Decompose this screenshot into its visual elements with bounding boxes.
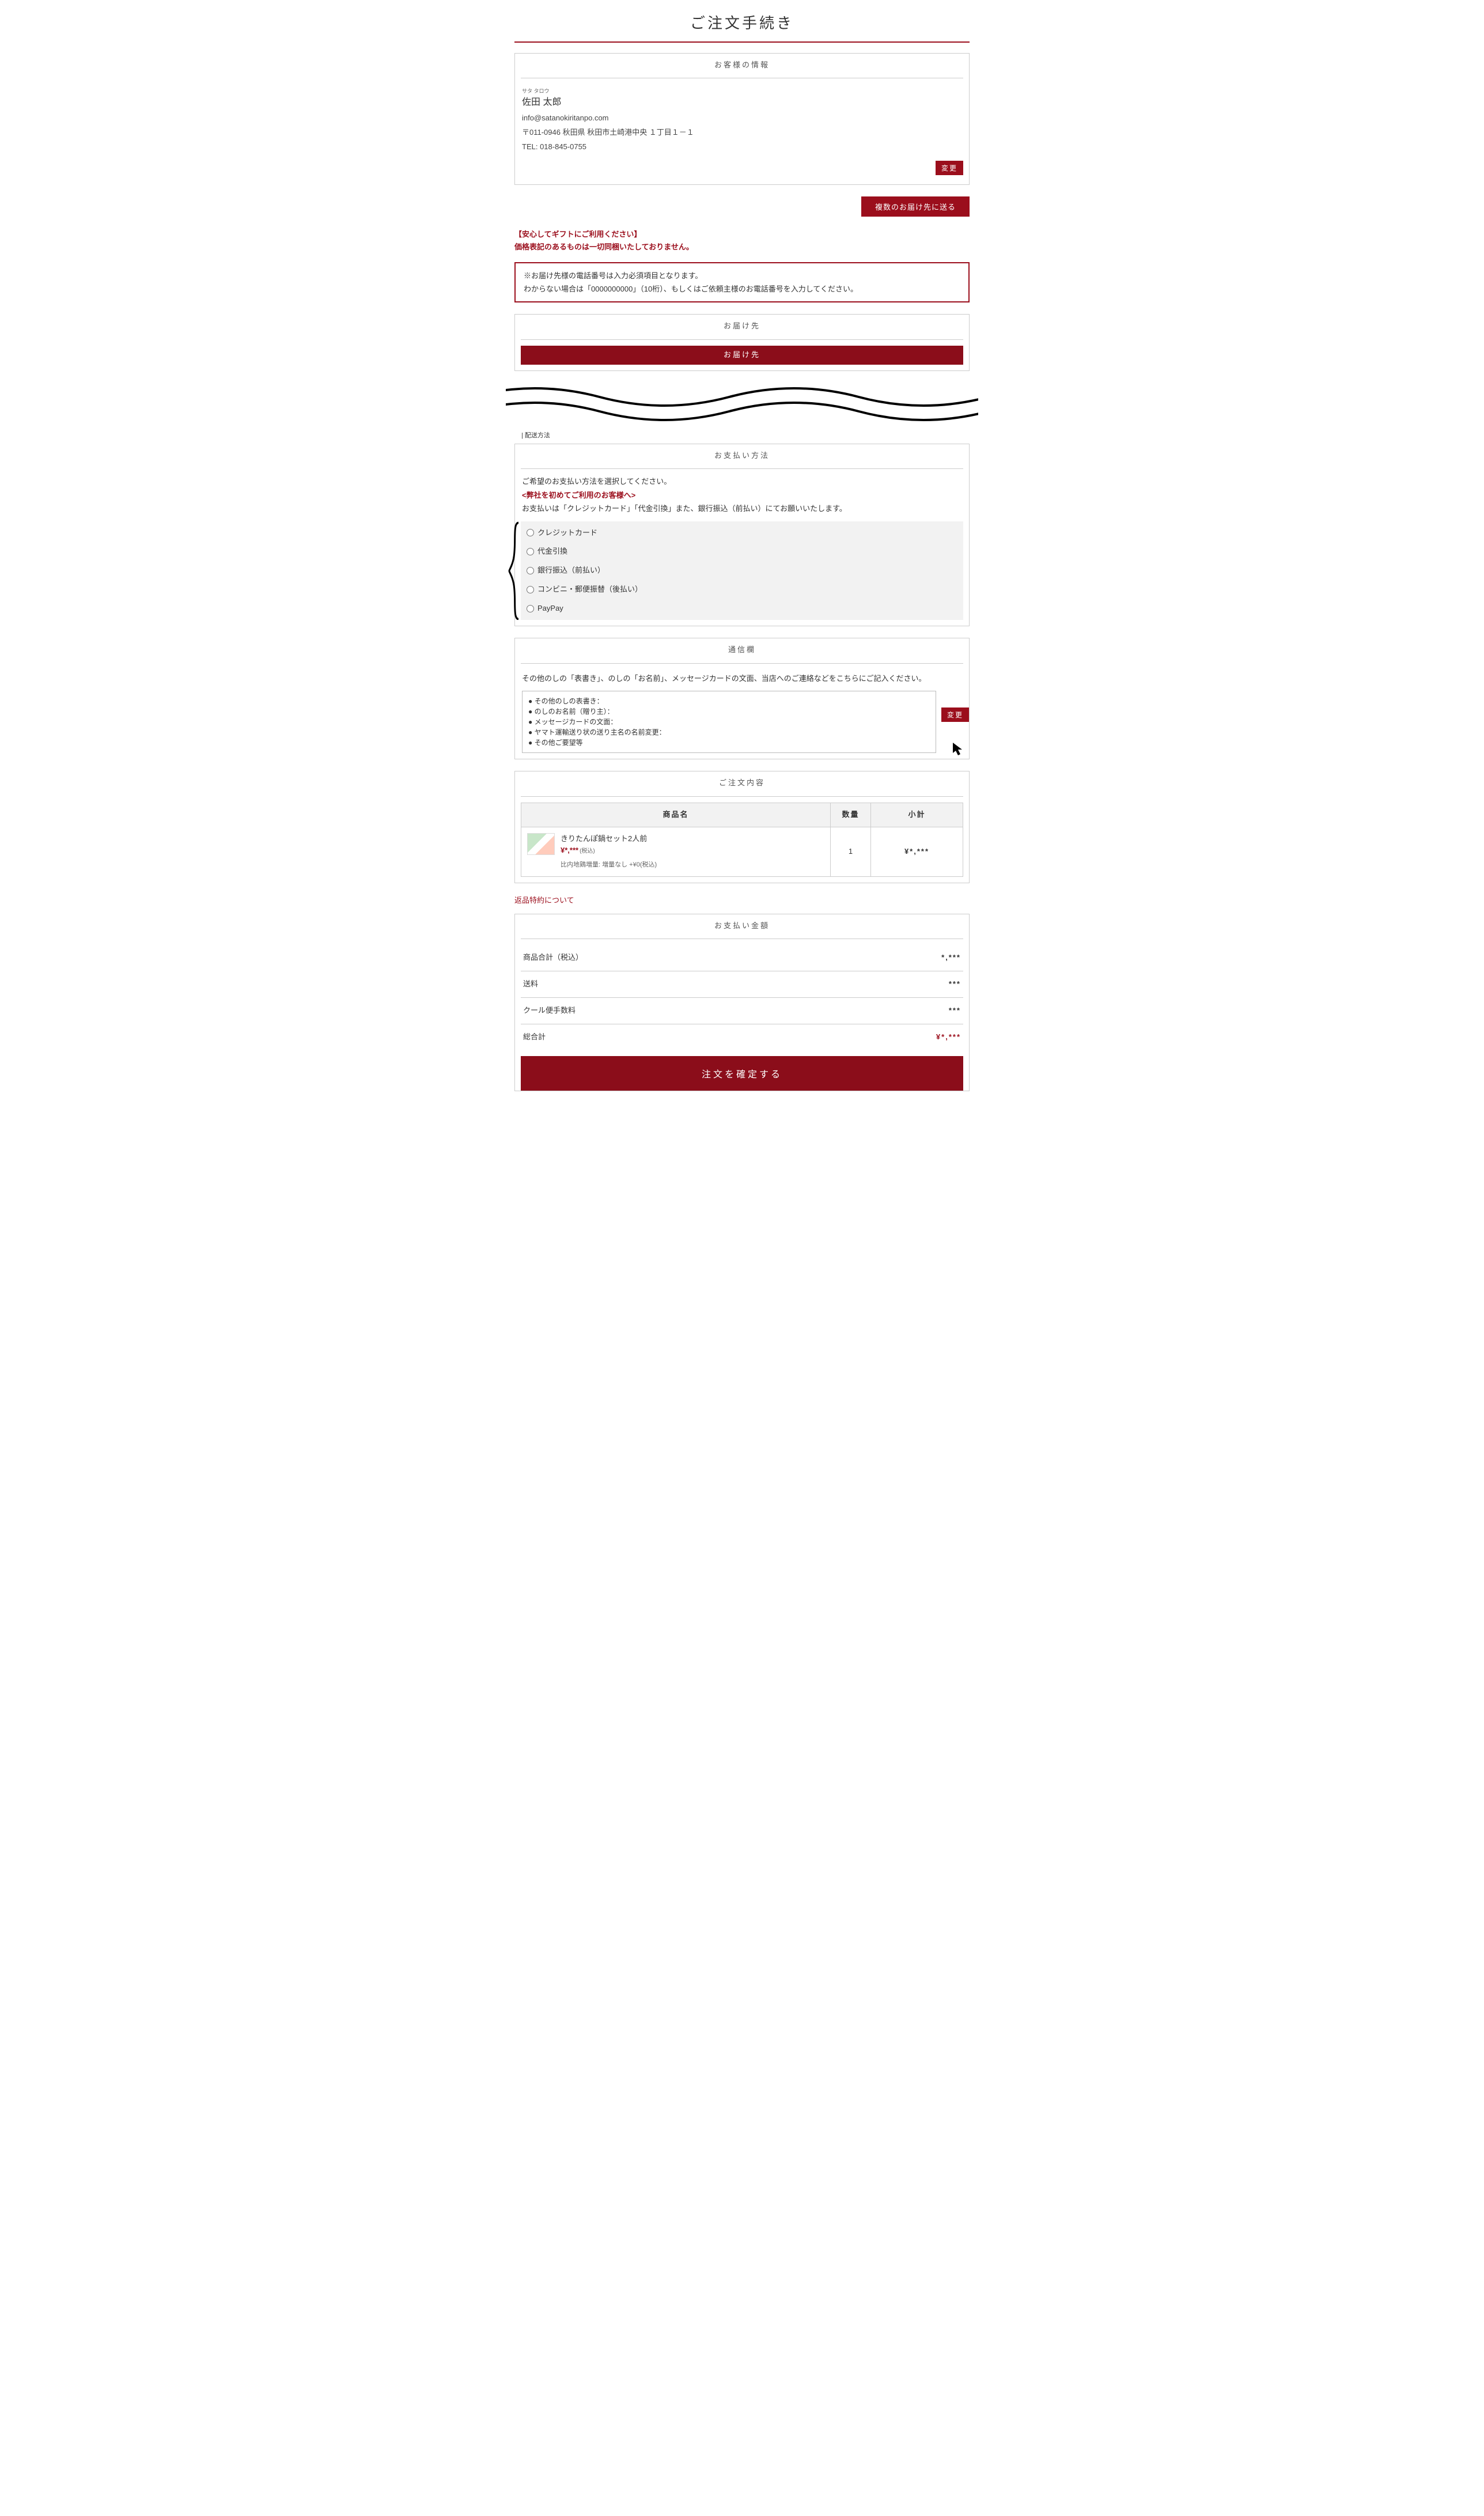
qty-value: 1: [831, 827, 871, 876]
product-thumbnail: [527, 833, 555, 855]
customer-email: info@satanokiritanpo.com: [522, 112, 962, 124]
payment-option-paypay[interactable]: PayPay: [527, 599, 957, 618]
payment-detail: お支払いは「クレジットカード」「代金引換」また、銀行振込（前払い）にてお願いいた…: [522, 502, 962, 515]
page-title: ご注文手続き: [514, 6, 970, 43]
confirm-order-button[interactable]: 注文を確定する: [521, 1056, 963, 1091]
cursor-pointer-icon: [951, 741, 965, 762]
customer-name: 佐田 太郎: [522, 95, 962, 110]
radio-bank[interactable]: [527, 567, 534, 574]
totals-section-header: お支払い金額: [521, 914, 963, 940]
memo-section-header: 通信欄: [521, 638, 963, 664]
radio-credit[interactable]: [527, 529, 534, 536]
delivery-section: お届け先 お届け先: [514, 314, 970, 371]
delivery-bar: お届け先: [521, 346, 963, 365]
radio-conv[interactable]: [527, 586, 534, 593]
gift-notice-line2: 価格表記のあるものは一切同梱いたしておりません。: [514, 241, 970, 254]
first-time-notice: <弊社を初めてご利用のお客様へ>: [522, 489, 962, 502]
payment-option-cod[interactable]: 代金引換: [527, 542, 957, 561]
phone-warning-box: ※お届け先様の電話番号は入力必須項目となります。 わからない場合は「000000…: [514, 262, 970, 303]
customer-section-header: お客様の情報: [521, 54, 963, 79]
subtotal-value: ¥*,***: [871, 827, 963, 876]
product-price: ¥*,***: [561, 846, 578, 854]
payment-option-credit[interactable]: クレジットカード: [527, 524, 957, 543]
total-row-subtotal: 商品合計（税込） *,***: [521, 945, 963, 971]
payment-option-bank[interactable]: 銀行振込（前払い）: [527, 561, 957, 580]
total-row-cool: クール便手数料 ***: [521, 998, 963, 1024]
col-subtotal: 小計: [871, 803, 963, 827]
memo-section: 通信欄 その他のしの「表書き」、のしの「お名前」、メッセージカードの文面、当店へ…: [514, 638, 970, 759]
product-option: 比内地鶏増量: 増量なし +¥0(税込): [561, 860, 657, 871]
payment-option-conv[interactable]: コンビニ・郵便振替（後払い）: [527, 580, 957, 599]
radio-cod[interactable]: [527, 548, 534, 555]
order-table: 商品名 数量 小計 きりたんぽ鍋セット2人前 ¥*,***(税込) 比内地鶏増量…: [521, 803, 963, 877]
shipping-method-label: | 配送方法: [514, 429, 970, 444]
order-section-header: ご注文内容: [521, 771, 963, 797]
order-section: ご注文内容 商品名 数量 小計 きりたんぽ鍋セット2人前 ¥*: [514, 771, 970, 883]
phone-warning-line2: わからない場合は「0000000000」（10桁）、もしくはご依頼主様のお電話番…: [524, 282, 960, 296]
memo-textarea[interactable]: ● その他のしの表書き： ● のしのお名前（贈り主）： ● メッセージカードの文…: [522, 691, 936, 753]
gift-notice: 【安心してギフトにご利用ください】 価格表記のあるものは一切同梱いたしておりませ…: [514, 228, 970, 254]
product-name: きりたんぽ鍋セット2人前: [561, 833, 657, 845]
customer-address: 〒011-0946 秋田県 秋田市土崎港中央 １丁目１－１: [522, 127, 962, 139]
payment-section-header: お支払い方法: [521, 444, 963, 470]
multi-ship-button[interactable]: 複数のお届け先に送る: [861, 196, 970, 217]
col-product-name: 商品名: [521, 803, 831, 827]
customer-ruby: サタ タロウ: [522, 89, 962, 94]
totals-section: お支払い金額 商品合計（税込） *,*** 送料 *** クール便手数料 ***…: [514, 914, 970, 1091]
payment-methods-list: クレジットカード 代金引換 銀行振込（前払い） コンビニ・郵便振替（後払い） P…: [521, 521, 963, 621]
total-row-grand: 総合計 ¥*,***: [521, 1024, 963, 1050]
delivery-section-header: お届け先: [521, 315, 963, 340]
table-row: きりたんぽ鍋セット2人前 ¥*,***(税込) 比内地鶏増量: 増量なし +¥0…: [521, 827, 963, 876]
memo-instruction: その他のしの「表書き」、のしの「お名前」、メッセージカードの文面、当店へのご連絡…: [515, 669, 969, 691]
gift-notice-line1: 【安心してギフトにご利用ください】: [514, 228, 970, 241]
change-memo-button[interactable]: 変更: [941, 707, 969, 722]
change-customer-button[interactable]: 変更: [936, 161, 963, 175]
customer-info-section: お客様の情報 サタ タロウ 佐田 太郎 info@satanokiritanpo…: [514, 53, 970, 186]
payment-instruction: ご希望のお支払い方法を選択してください。: [522, 475, 962, 488]
total-row-shipping: 送料 ***: [521, 971, 963, 998]
radio-paypay[interactable]: [527, 605, 534, 612]
payment-section: お支払い方法 ご希望のお支払い方法を選択してください。 <弊社を初めてご利用のお…: [514, 444, 970, 627]
col-qty: 数量: [831, 803, 871, 827]
product-tax-label: (税込): [580, 848, 595, 854]
return-policy-link[interactable]: 返品特約について: [514, 895, 970, 907]
phone-warning-line1: ※お届け先様の電話番号は入力必須項目となります。: [524, 269, 960, 282]
customer-tel: TEL: 018-845-0755: [522, 141, 962, 153]
section-break-decoration: [506, 383, 978, 423]
